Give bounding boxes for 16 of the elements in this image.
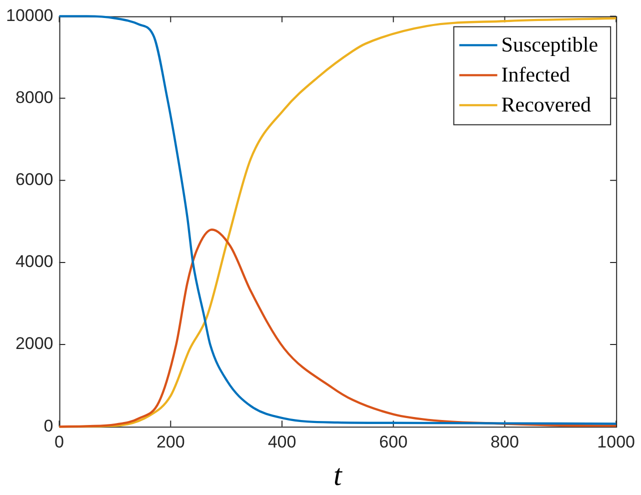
y-tick-label: 10000 (6, 6, 54, 25)
x-tick-label: 1000 (597, 432, 636, 452)
x-tick-label: 600 (379, 432, 408, 452)
y-tick-label: 4000 (15, 252, 54, 272)
x-tick-label: 400 (268, 432, 296, 452)
x-tick-label: 200 (156, 432, 185, 452)
y-tick-label: 6000 (15, 170, 54, 190)
x-tick-label: 800 (490, 432, 519, 452)
y-tick-label: 2000 (15, 334, 54, 354)
y-tick-label: 0 (44, 416, 54, 436)
line-series (58, 228, 618, 428)
legend-label: Recovered (501, 92, 592, 117)
legend-label: Susceptible (501, 32, 598, 57)
legend-label: Infected (501, 62, 571, 87)
y-tick-label: 8000 (15, 88, 54, 107)
x-axis-title: t (334, 458, 343, 492)
